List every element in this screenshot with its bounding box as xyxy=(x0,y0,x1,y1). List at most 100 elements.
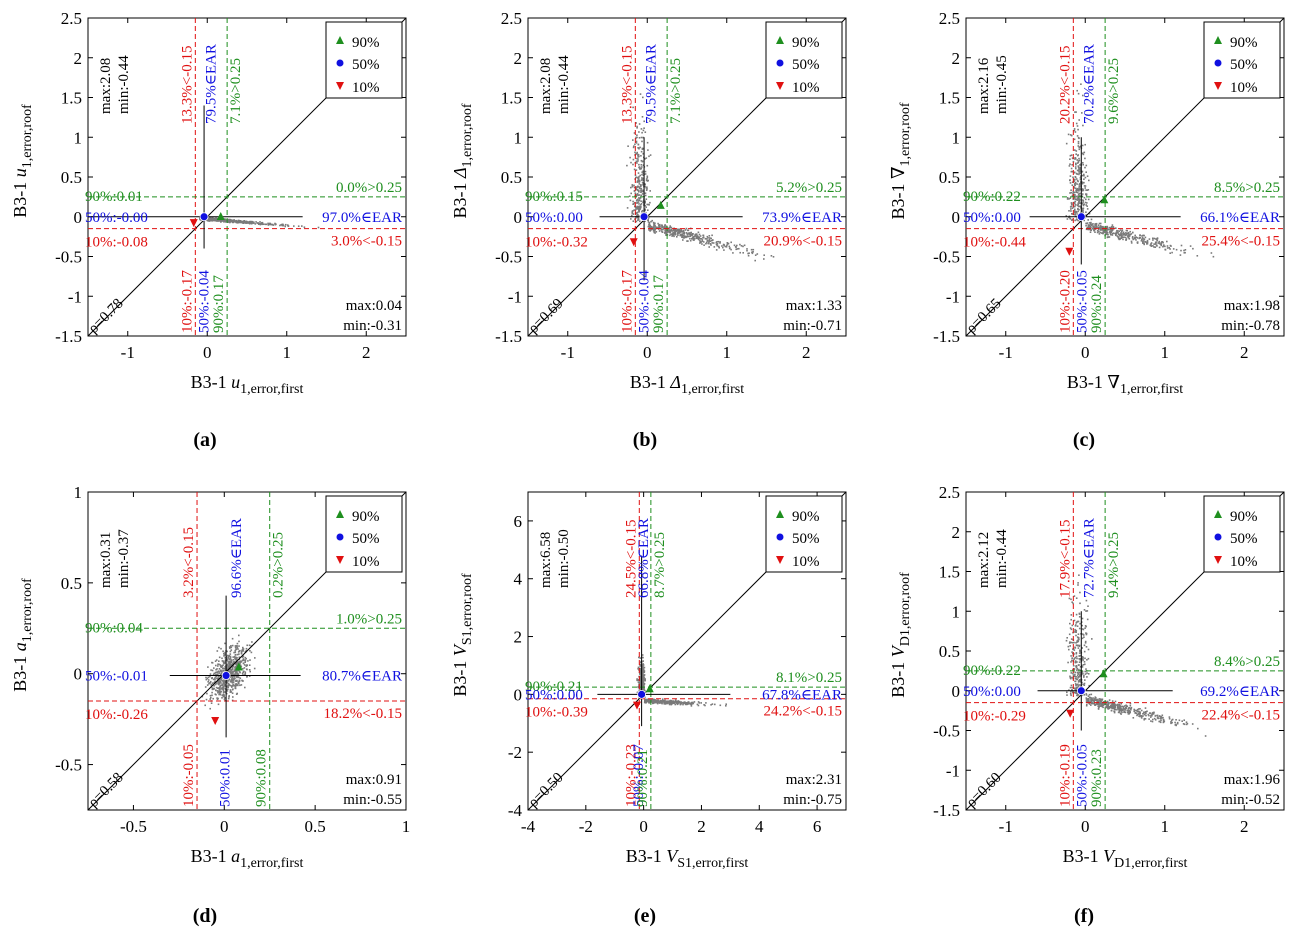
scatter-point xyxy=(1085,646,1088,648)
x-axis-label-var: V xyxy=(666,846,679,866)
scatter-point xyxy=(642,681,645,683)
y-tick-label: 0.5 xyxy=(61,574,82,593)
scatter-point xyxy=(639,673,641,675)
scatter-point xyxy=(1168,717,1171,720)
scatter-point xyxy=(637,205,640,208)
scatter-point xyxy=(226,658,228,661)
y-axis-label-prefix: B3-1 xyxy=(10,177,30,218)
scatter-point xyxy=(698,237,700,239)
legend-label-p90: 90% xyxy=(352,509,380,525)
x-axis-label: B3-1 a1,error,first xyxy=(191,846,304,871)
scatter-point xyxy=(683,234,685,237)
scatter-point xyxy=(634,143,636,146)
scatter-point xyxy=(1071,689,1073,691)
scatter-point xyxy=(1072,674,1075,676)
scatter-point xyxy=(734,246,737,248)
scatter-point xyxy=(1076,641,1078,643)
scatter-point xyxy=(1085,193,1087,195)
scatter-point xyxy=(1072,160,1075,163)
scatter-point xyxy=(1074,630,1077,632)
scatter-point xyxy=(1075,631,1077,633)
scatter-point xyxy=(1078,208,1080,211)
scatter-point xyxy=(1122,231,1125,234)
scatter-point xyxy=(665,229,667,231)
scatter-point xyxy=(641,116,644,118)
scatter-point xyxy=(1094,699,1097,701)
x-tick-label: -1 xyxy=(121,343,135,362)
scatter-point xyxy=(1142,240,1145,242)
scatter-point xyxy=(653,224,655,227)
scatter-point xyxy=(1087,605,1089,607)
scatter-point xyxy=(1138,710,1140,713)
scatter-point xyxy=(1089,226,1091,229)
scatter-point xyxy=(1077,685,1080,687)
scatter-point xyxy=(1069,175,1072,177)
scatter-point xyxy=(670,703,673,706)
scatter-point xyxy=(671,233,674,235)
scatter-point xyxy=(1074,131,1077,133)
scatter-point xyxy=(633,190,636,192)
scatter-point xyxy=(636,186,638,188)
scatter-point xyxy=(218,663,220,666)
scatter-point xyxy=(213,681,215,684)
scatter-point xyxy=(228,695,230,697)
scatter-point xyxy=(668,702,671,704)
scatter-point xyxy=(661,225,663,227)
scatter-point xyxy=(635,169,638,171)
scatter-point xyxy=(1082,153,1085,156)
scatter-point xyxy=(1128,235,1131,237)
scatter-point xyxy=(1069,641,1071,643)
scatter-point xyxy=(1083,650,1086,653)
scatter-point xyxy=(639,667,641,670)
scatter-point xyxy=(228,658,230,660)
y-tick-label: 2 xyxy=(514,49,523,68)
scatter-point xyxy=(1070,191,1072,194)
scatter-point xyxy=(1132,231,1134,234)
scatter-point xyxy=(218,690,221,692)
scatter-point xyxy=(219,665,222,668)
scatter-point xyxy=(664,232,666,234)
scatter-point xyxy=(228,678,231,681)
scatter-point xyxy=(1111,702,1113,705)
scatter-point xyxy=(1106,706,1109,709)
scatter-point xyxy=(236,642,239,645)
scatter-point xyxy=(211,677,213,680)
scatter-point xyxy=(641,171,643,173)
scatter-point xyxy=(218,660,220,662)
scatter-point xyxy=(211,691,213,694)
scatter-point xyxy=(713,246,716,248)
scatter-point xyxy=(1092,223,1094,225)
scatter-point xyxy=(750,248,753,251)
scatter-point xyxy=(1066,691,1068,694)
scatter-point xyxy=(639,207,642,209)
scatter-point xyxy=(1071,624,1074,627)
scatter-point xyxy=(640,675,642,677)
scatter-point xyxy=(685,227,688,230)
scatter-point xyxy=(1076,213,1079,216)
marker-p50 xyxy=(199,212,209,222)
scatter-point xyxy=(685,235,688,238)
scatter-point xyxy=(246,222,249,224)
scatter-point xyxy=(1101,705,1103,708)
x-axis-label-var: ∇ xyxy=(1107,372,1120,392)
scatter-point xyxy=(1124,236,1127,239)
x-pct-low-label: 20.2%<-0.15 xyxy=(1057,46,1073,124)
scatter-point xyxy=(679,702,682,705)
marker-p10 xyxy=(1065,247,1074,256)
scatter-point xyxy=(1070,684,1073,687)
scatter-point xyxy=(739,243,741,246)
scatter-point xyxy=(213,672,215,675)
scatter-point xyxy=(229,647,231,649)
scatter-point xyxy=(1171,251,1173,254)
scatter-point xyxy=(1106,700,1109,703)
scatter-point xyxy=(639,663,641,665)
scatter-point xyxy=(1159,717,1161,720)
scatter-point xyxy=(223,695,225,698)
scatter-point xyxy=(214,680,216,683)
scatter-point xyxy=(635,122,637,124)
scatter-point xyxy=(1081,617,1084,620)
scatter-point xyxy=(647,179,649,182)
x-tick-label: 1 xyxy=(1161,343,1170,362)
scatter-point xyxy=(752,251,754,253)
scatter-point xyxy=(640,136,643,139)
